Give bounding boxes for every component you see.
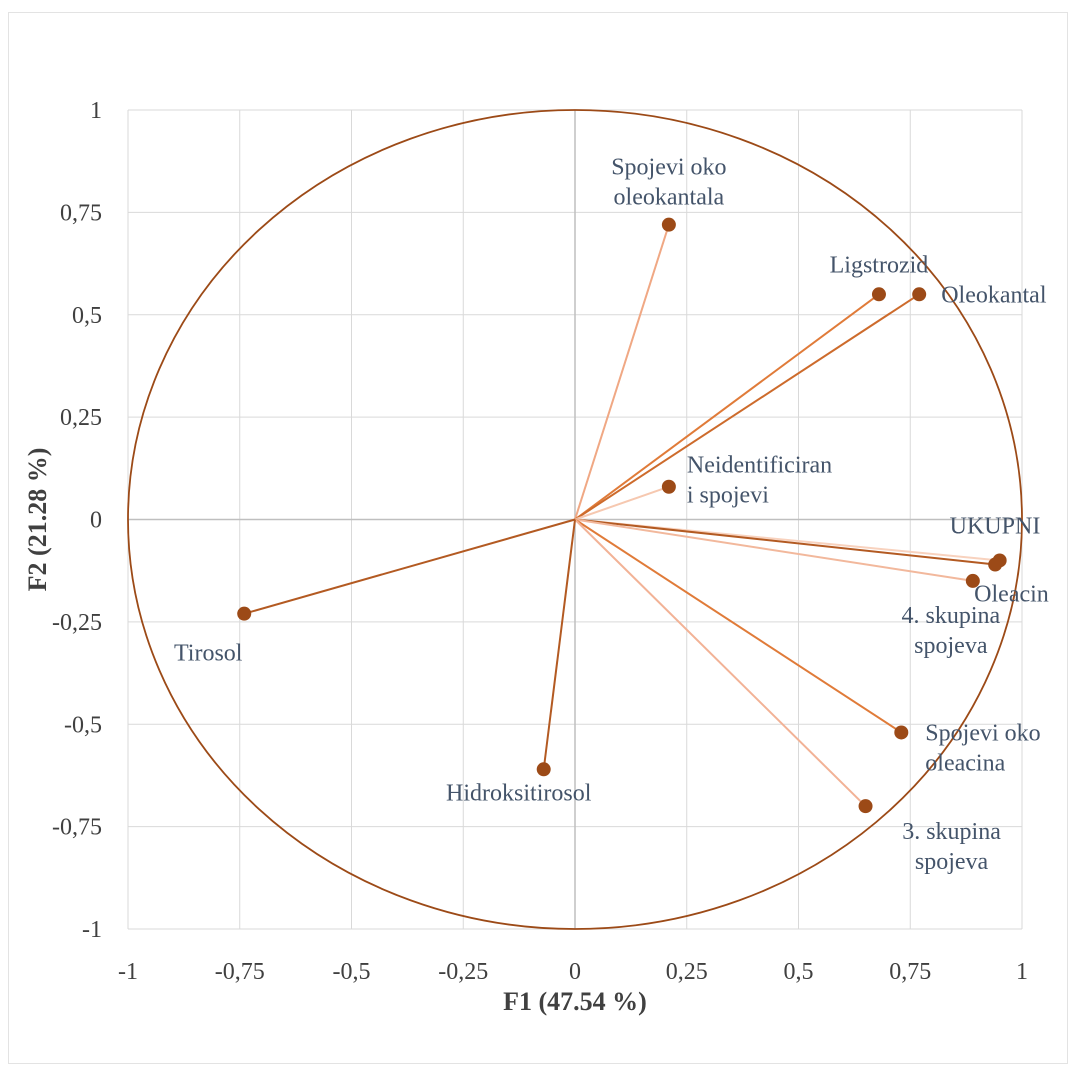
- x-tick-label: 0: [569, 959, 581, 985]
- x-tick-label: 0,5: [784, 959, 814, 985]
- x-tick-label: 0,75: [889, 959, 931, 985]
- correlation-circle: [127, 109, 1023, 930]
- point-label: Spojevi oko oleacina: [925, 720, 1040, 776]
- point-label: Oleacin: [974, 582, 1049, 608]
- loading-vector: [574, 485, 670, 521]
- data-point: [858, 799, 873, 814]
- point-label: Tirosol: [174, 641, 243, 667]
- y-tick-label: 0: [90, 508, 102, 534]
- point-label: Hidroksitirosol: [446, 780, 592, 806]
- x-tick-label: -0,5: [333, 959, 371, 985]
- y-tick-label: 0,25: [60, 405, 102, 431]
- loading-vector: [243, 518, 576, 615]
- data-point: [912, 287, 927, 302]
- x-tick-label: 1: [1016, 959, 1028, 985]
- data-point: [661, 479, 676, 494]
- loading-vector: [542, 519, 576, 770]
- point-label: UKUPNI: [950, 513, 1041, 539]
- y-tick-label: 0,5: [72, 303, 102, 329]
- point-label: Spojevi oko oleokantala: [611, 155, 726, 211]
- point-label: Oleokantal: [941, 282, 1047, 308]
- point-label: Ligstrozid: [830, 252, 929, 278]
- x-axis-title: F1 (47.54 %): [503, 987, 647, 1016]
- point-label: 4. skupina spojeva: [901, 603, 1000, 659]
- data-point: [988, 557, 1003, 572]
- data-point: [237, 606, 252, 621]
- y-axis-title: F2 (21.28 %): [23, 448, 52, 592]
- loading-vector: [574, 293, 880, 521]
- y-tick-label: -1: [82, 917, 102, 943]
- y-tick-label: 0,75: [60, 200, 102, 226]
- point-label: Neidentificiran i spojevi: [687, 453, 832, 509]
- y-tick-label: -0,5: [64, 712, 102, 738]
- point-label: 3. skupina spojeva: [902, 819, 1001, 875]
- y-tick-label: -0,75: [52, 815, 102, 841]
- y-tick-label: -0,25: [52, 610, 102, 636]
- loading-vector: [574, 518, 867, 807]
- x-tick-label: -0,25: [438, 959, 488, 985]
- data-point: [894, 725, 909, 740]
- loading-vector: [574, 518, 996, 566]
- data-point: [536, 762, 551, 777]
- data-point: [965, 573, 980, 588]
- x-tick-label: -0,75: [215, 959, 265, 985]
- loading-vector: [574, 293, 920, 521]
- data-point: [661, 217, 676, 232]
- chart-frame: [8, 12, 1068, 1064]
- data-point: [871, 287, 886, 302]
- loading-vector: [574, 518, 973, 582]
- loading-vector: [574, 518, 902, 734]
- y-tick-label: 1: [90, 98, 102, 124]
- loading-vector: [574, 224, 670, 520]
- x-tick-label: 0,25: [666, 959, 708, 985]
- x-tick-label: -1: [118, 959, 138, 985]
